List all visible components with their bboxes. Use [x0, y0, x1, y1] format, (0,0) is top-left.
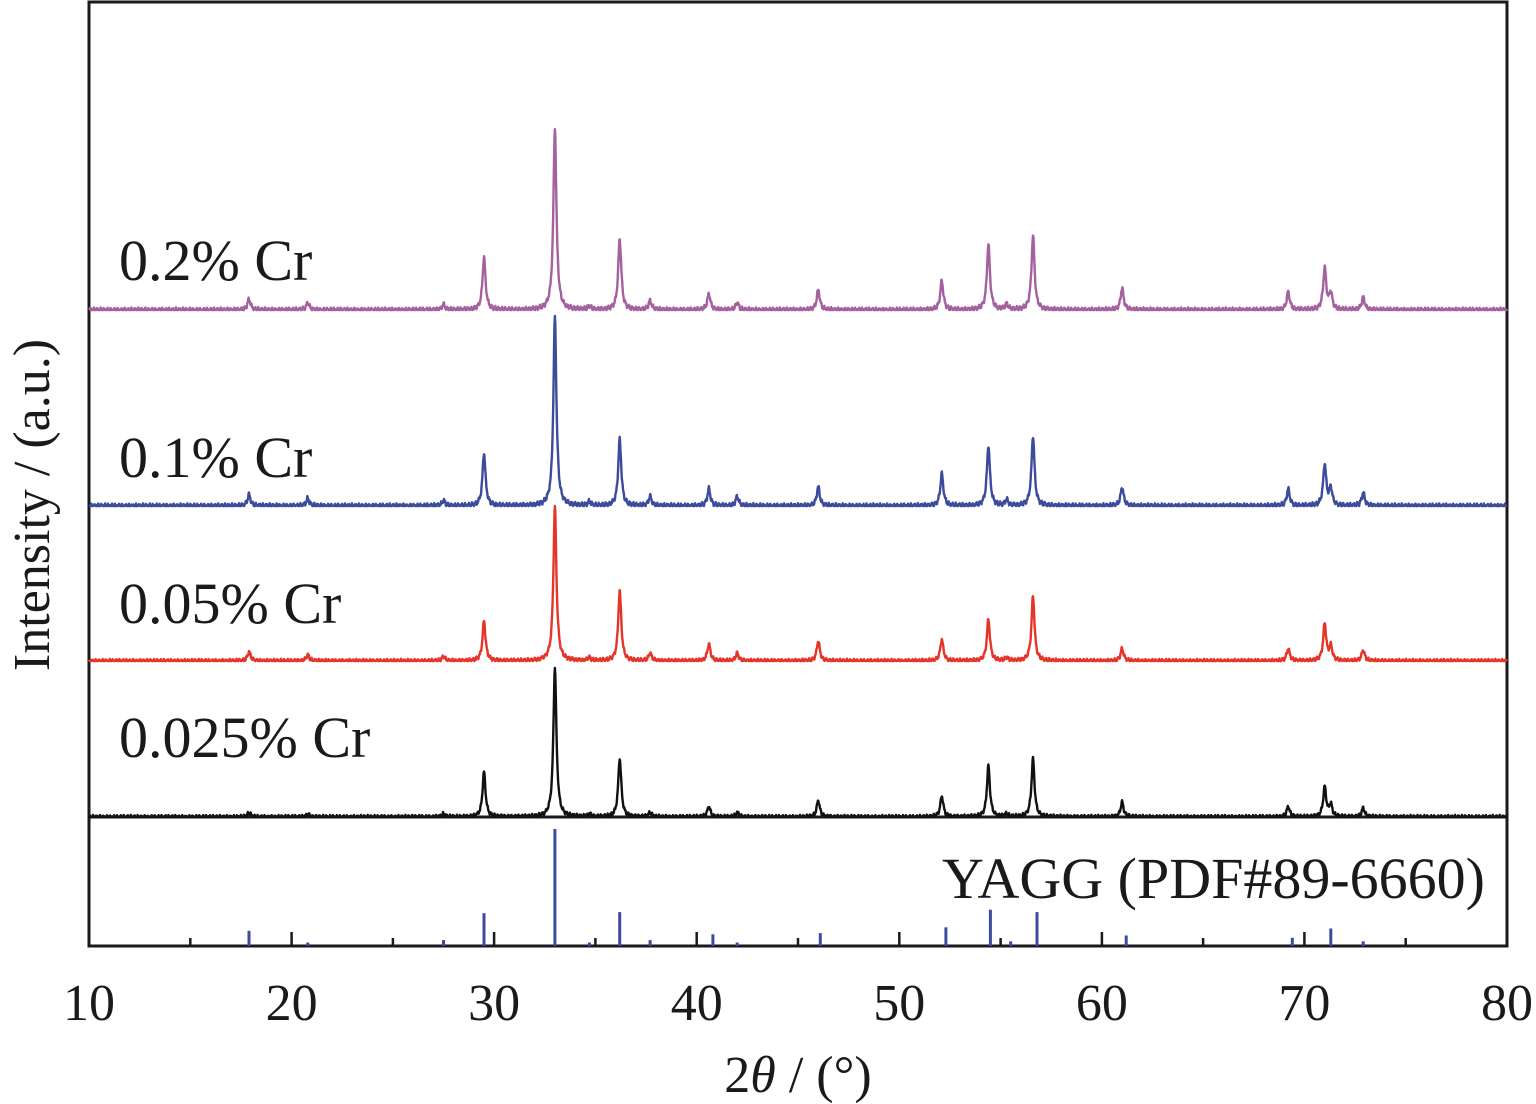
series-label-layer: 0.025% Cr 0.05% Cr 0.1% Cr 0.2% Cr — [119, 228, 370, 770]
x-tick-label: 80 — [1481, 975, 1533, 1032]
series-line-0-1-cr — [88, 314, 1508, 508]
x-tick-label: 10 — [63, 975, 115, 1032]
series-layer — [87, 127, 1509, 819]
x-tick-label: 20 — [266, 975, 318, 1032]
x-tick-label: 60 — [1076, 975, 1128, 1032]
series-line-0-025-cr — [87, 666, 1509, 819]
x-tick-label: 40 — [671, 975, 723, 1032]
x-tick-label: 70 — [1278, 975, 1330, 1032]
reference-layer — [247, 829, 1365, 946]
x-tick-layer: 10 20 30 40 50 60 70 80 — [63, 932, 1533, 1032]
series-line-0-2-cr — [88, 127, 1509, 312]
y-axis-label: Intensity / (a.u.) — [4, 339, 61, 671]
series-label-0-1-cr: 0.1% Cr — [119, 425, 312, 490]
x-axis-label: 2θ / (°) — [724, 1047, 871, 1104]
x-axis-label-suffix: / (°) — [776, 1047, 872, 1104]
x-tick-label: 50 — [873, 975, 925, 1032]
reference-label: YAGG (PDF#89-6660) — [942, 846, 1485, 911]
series-label-0-05-cr: 0.05% Cr — [119, 571, 341, 636]
x-axis-label-prefix: 2 — [724, 1047, 750, 1104]
x-axis-label-theta: θ — [750, 1047, 776, 1104]
series-label-0-2-cr: 0.2% Cr — [119, 228, 312, 293]
series-line-0-05-cr — [87, 504, 1508, 663]
x-tick-label: 30 — [468, 975, 520, 1032]
series-label-0-025-cr: 0.025% Cr — [119, 705, 370, 770]
